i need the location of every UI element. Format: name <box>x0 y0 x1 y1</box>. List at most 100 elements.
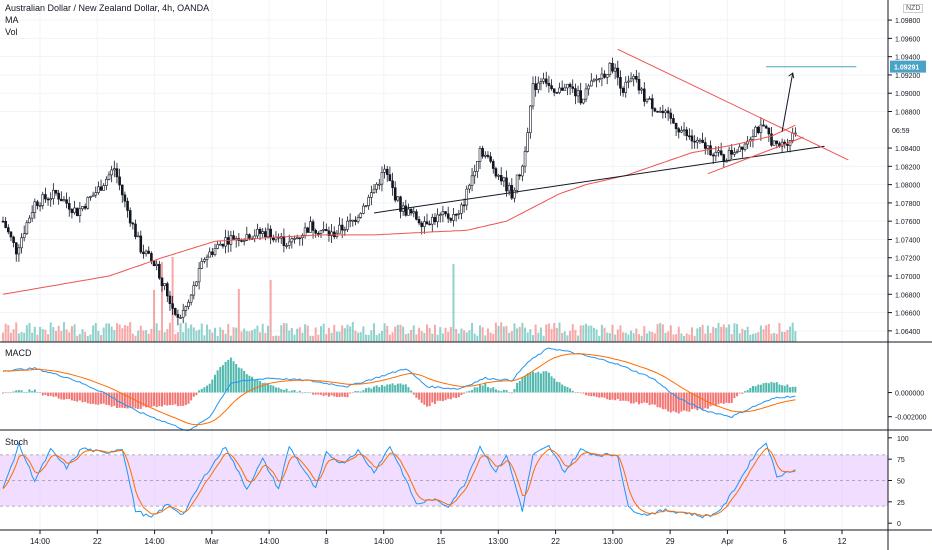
macd-hist-bar <box>553 378 556 393</box>
macd-hist-bar <box>563 386 566 393</box>
candle-body <box>746 140 749 145</box>
time-axis[interactable]: 14:00 22 14:00 Mar 14:00 8 14:00 15 13:00 22 13:00… <box>30 530 847 546</box>
candle-body <box>301 235 304 239</box>
candle-body <box>460 204 463 214</box>
macd-hist-bar <box>25 392 28 393</box>
macd-hist-bar <box>566 387 569 393</box>
macd-hist-bar <box>97 392 100 405</box>
volume-bar <box>65 329 68 342</box>
candle-body <box>483 154 487 157</box>
volume-bar <box>759 325 762 342</box>
trend-drawings[interactable] <box>373 48 857 214</box>
candle-body <box>22 233 26 239</box>
volume-bar <box>293 334 296 342</box>
volume-bar <box>142 330 145 342</box>
macd-hist-bar <box>312 392 315 395</box>
vol-legend[interactable]: Vol <box>5 27 18 37</box>
volume-bar <box>789 326 792 342</box>
macd-hist-bar <box>192 392 195 397</box>
candle-body <box>393 187 397 201</box>
macd-hist-bar <box>147 392 150 408</box>
macd-hist-bar <box>214 374 216 393</box>
macd-hist-bar <box>749 387 752 393</box>
candle-body <box>446 213 450 219</box>
macd-hist-bar <box>102 392 105 404</box>
macd-hist-bar <box>701 392 704 410</box>
macd-hist-bar <box>709 392 712 407</box>
macd-hist-bar <box>656 392 659 408</box>
volume-bar <box>526 332 529 342</box>
volume-bar <box>102 327 105 342</box>
volume-bar <box>237 289 240 342</box>
symbol-title[interactable]: Australian Dollar / New Zealand Dollar, … <box>5 3 210 13</box>
macd-axis[interactable]: 0.000000 -0.002000 <box>888 391 927 422</box>
candle-body <box>20 237 23 249</box>
candle-body <box>383 168 386 173</box>
candle-body <box>311 221 315 231</box>
macd-hist-bar <box>603 392 606 398</box>
candle-body <box>17 247 21 255</box>
macd-hist-bar <box>590 392 593 397</box>
volume-bar <box>640 335 643 342</box>
macd-hist-bar <box>163 392 166 405</box>
volume-bar <box>471 322 474 342</box>
volume-bar <box>521 322 524 342</box>
candle-body <box>314 230 318 234</box>
macd-hist-bar <box>208 383 211 393</box>
candle-body <box>367 197 371 206</box>
candle-body <box>152 260 156 266</box>
macd-hist-bar <box>166 392 169 406</box>
candle-body <box>44 194 47 200</box>
macd-hist-bar <box>722 392 725 404</box>
volume-bar <box>614 334 617 342</box>
price-axis[interactable]: 1.09800 1.09600 1.09400 1.09200 1.09000 1.088… <box>888 18 926 336</box>
volume-bar <box>282 322 285 342</box>
volume-bar <box>600 324 603 342</box>
volume-bar <box>592 327 595 342</box>
candle-body <box>271 237 275 241</box>
ma-legend[interactable]: MA <box>5 15 19 25</box>
macd-hist-bar <box>630 392 633 404</box>
volume-bar <box>651 332 654 342</box>
volume-bar <box>757 332 760 342</box>
volume-bar <box>502 326 505 342</box>
volume-bar <box>240 331 243 342</box>
volume-bar <box>123 325 126 342</box>
candle-body <box>4 220 7 228</box>
macd-hist-bar <box>168 392 171 406</box>
macd-hist-bar <box>728 392 731 404</box>
candle-body <box>722 154 726 162</box>
stoch-axis[interactable]: 100 75 50 25 0 <box>888 436 909 528</box>
candle-body <box>706 145 710 149</box>
volume-bar <box>479 325 481 342</box>
volume-bar <box>410 329 413 342</box>
macd-hist-bar <box>346 392 349 398</box>
macd-hist-bar <box>269 384 272 393</box>
current-price-label: 1.09291 <box>894 65 919 72</box>
volume-bar <box>44 329 47 342</box>
volume-bar <box>436 334 439 342</box>
candle-body <box>754 126 757 137</box>
volume-bar <box>492 334 495 342</box>
candle-body <box>205 256 209 260</box>
candle-body <box>534 83 537 90</box>
macd-hist-bar <box>184 392 187 406</box>
macd-hist-bar <box>351 392 354 394</box>
macd-hist-bar <box>449 392 452 400</box>
candle-body <box>107 174 111 180</box>
price-tick-label: 1.07800 <box>895 201 920 208</box>
macd-hist-bar <box>272 385 275 393</box>
macd-hist-bar <box>537 371 540 393</box>
macd-pane-label[interactable]: MACD <box>5 348 32 358</box>
candle-body <box>571 86 575 89</box>
stoch-pane-label[interactable]: Stoch <box>5 437 29 447</box>
volume-bar <box>420 331 423 342</box>
candle-body <box>338 224 341 234</box>
macd-hist-bar <box>645 392 648 403</box>
volume-bar <box>664 332 667 342</box>
volume-bar <box>20 332 23 342</box>
volume-bar <box>92 325 95 342</box>
volume-bar <box>407 333 410 342</box>
macd-hist-bar <box>235 364 238 393</box>
